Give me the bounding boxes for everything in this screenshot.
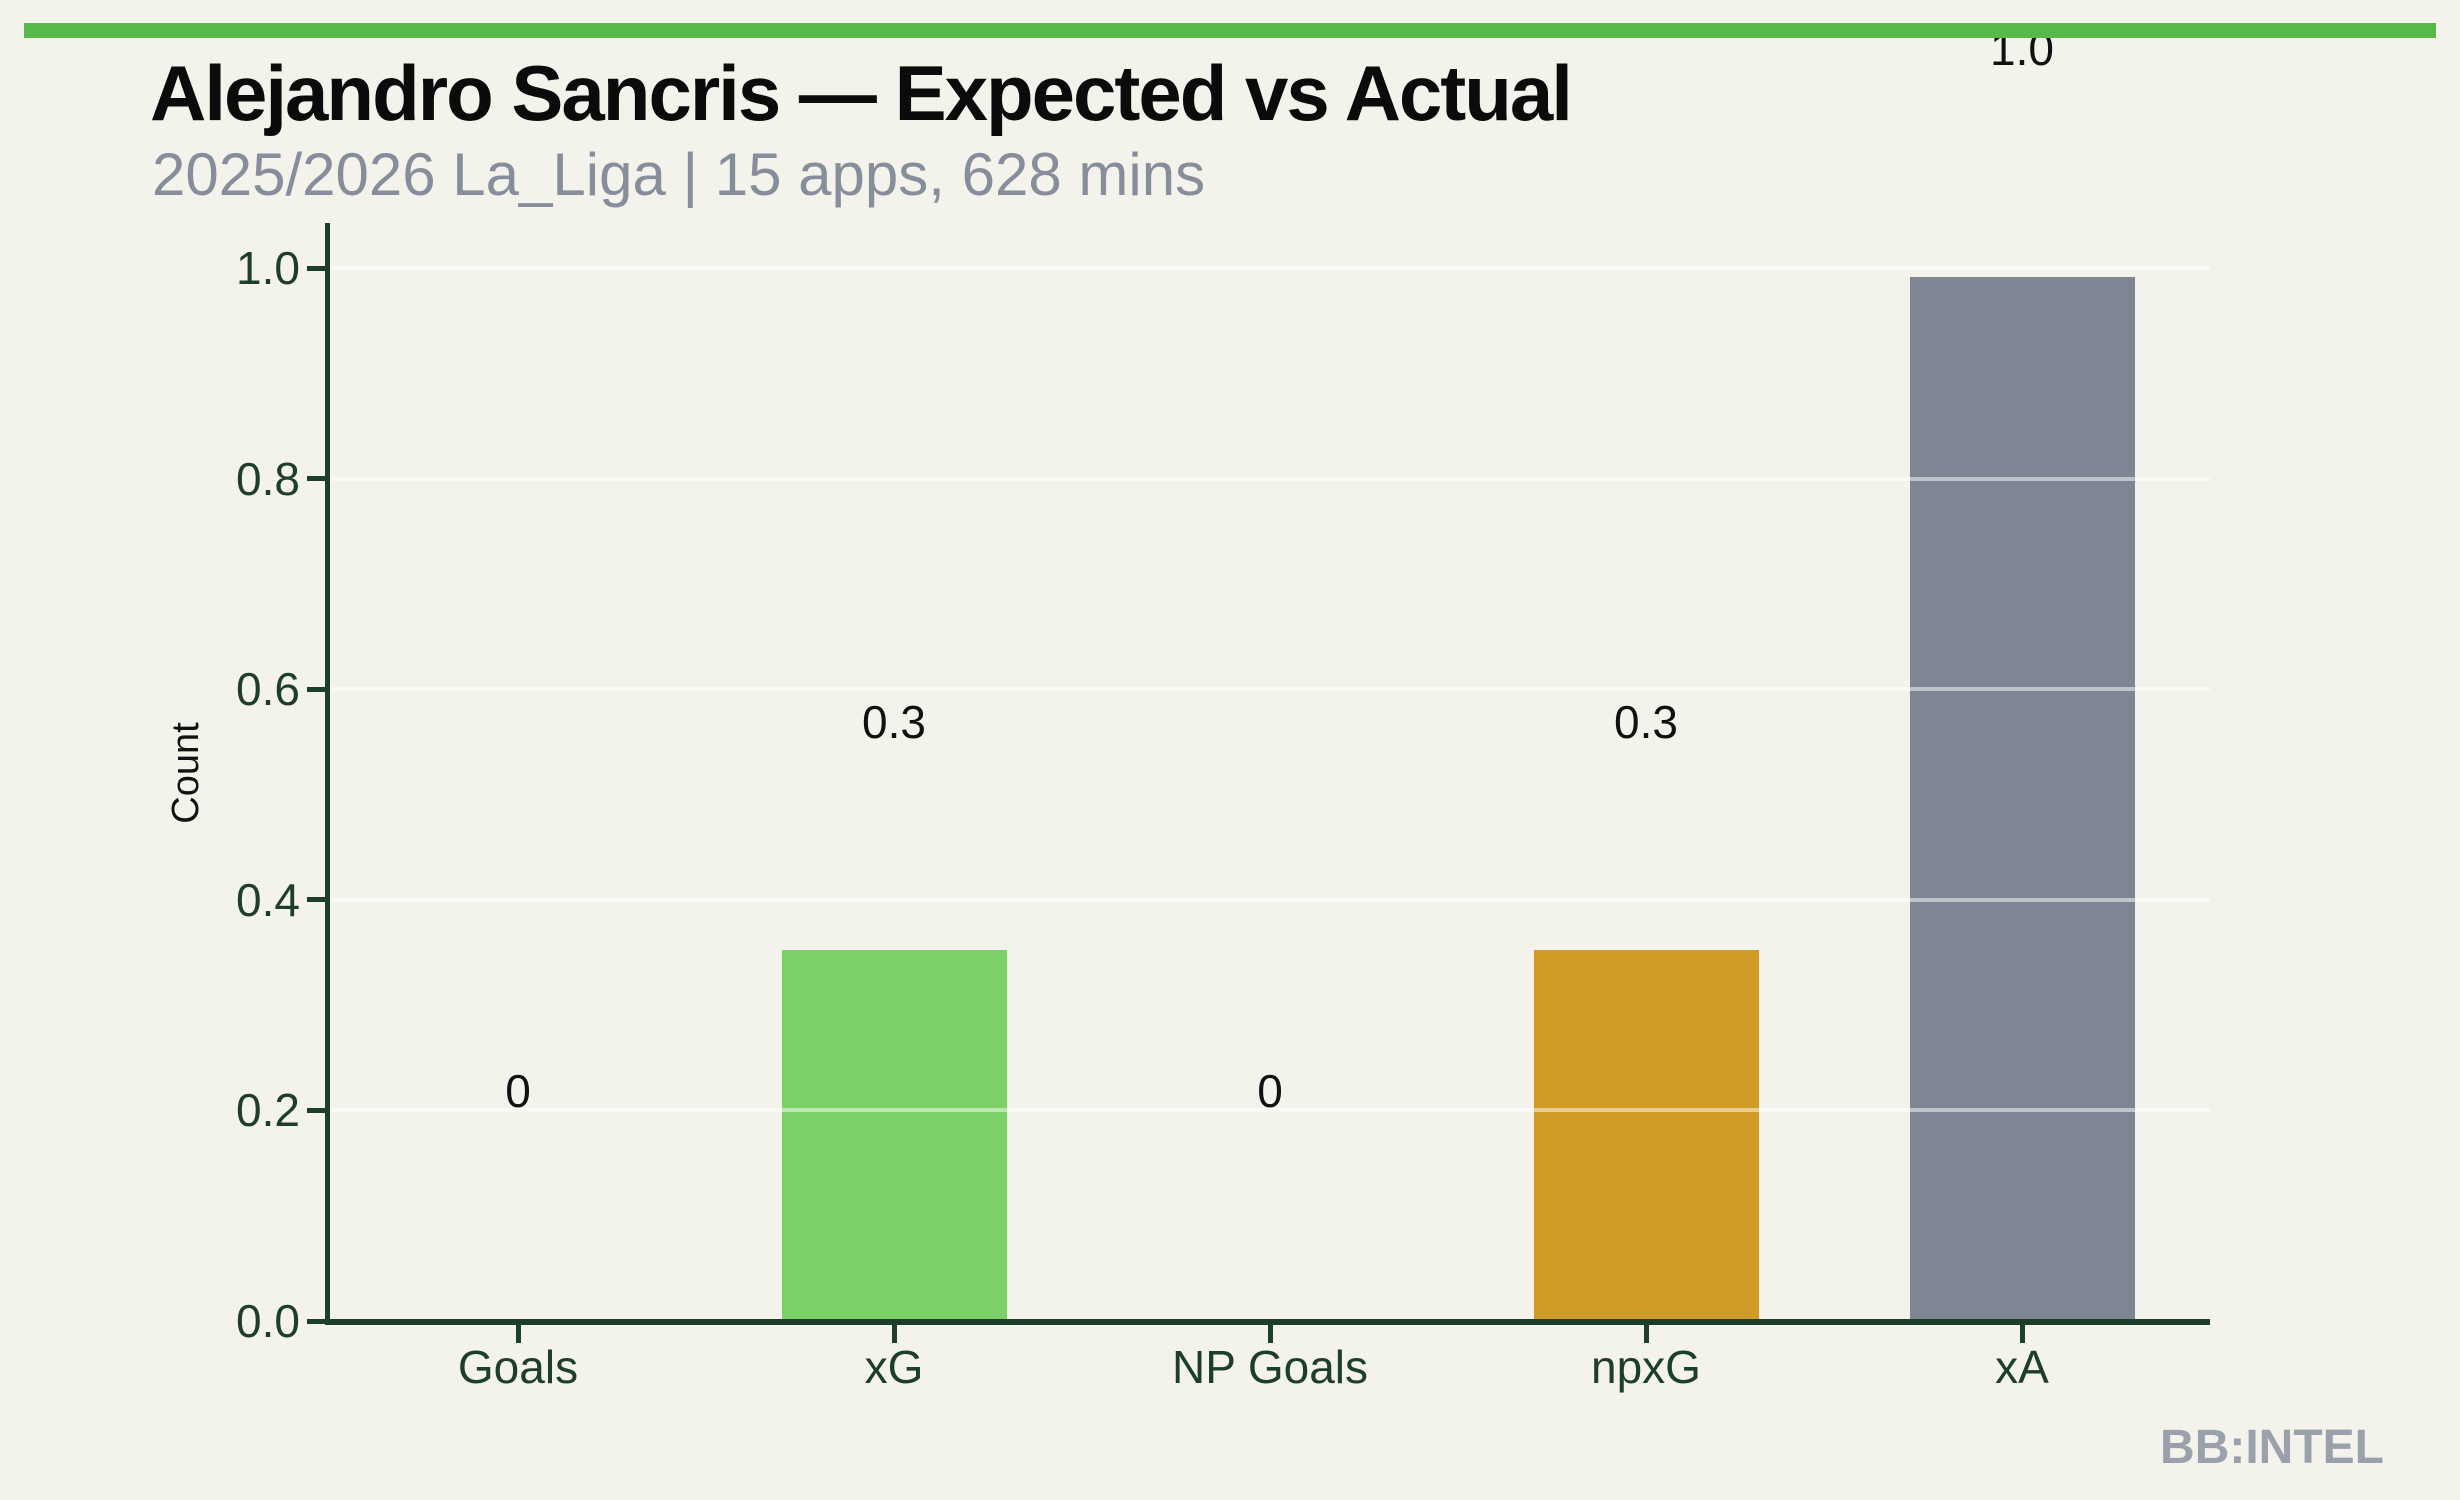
bar-xa — [1909, 276, 2135, 1319]
x-tick-label: npxG — [1591, 1341, 1701, 1393]
y-tick — [307, 1107, 325, 1113]
bar-value-label: 0 — [505, 1065, 531, 1117]
gridline — [330, 687, 2210, 692]
watermark: BB:INTEL — [2160, 1421, 2384, 1474]
y-tick-label: 0.8 — [236, 452, 300, 505]
bar-xg — [781, 950, 1007, 1319]
y-axis-spine — [325, 223, 330, 1325]
gridline — [330, 266, 2210, 270]
y-tick-label: 0.0 — [236, 1295, 300, 1347]
y-tick — [307, 265, 325, 271]
bar-value-label: 0.3 — [1614, 696, 1678, 749]
y-tick — [307, 1318, 325, 1324]
y-tick-label: 0.6 — [236, 663, 300, 716]
x-tick — [515, 1325, 521, 1343]
top-accent-stripe — [24, 23, 2436, 38]
y-tick — [307, 686, 325, 692]
gridline — [330, 476, 2210, 481]
chart-subtitle: 2025/2026 La_Liga | 15 apps, 628 mins — [152, 141, 1206, 208]
y-tick — [307, 897, 325, 903]
x-tick — [1267, 1325, 1273, 1343]
gridline — [330, 1108, 2210, 1113]
x-axis-spine — [325, 1319, 2210, 1325]
x-tick — [891, 1325, 897, 1343]
x-tick-label: xG — [864, 1341, 924, 1393]
bar-value-label: 0.3 — [862, 696, 926, 749]
x-tick-label: xA — [1995, 1341, 2049, 1393]
x-tick-label: NP Goals — [1171, 1341, 1369, 1393]
y-tick-label: 0.2 — [236, 1084, 300, 1137]
bar-npxg — [1533, 950, 1759, 1319]
x-tick-label: Goals — [457, 1341, 579, 1393]
y-tick-label: 0.4 — [236, 873, 300, 926]
bar-value-label: 0 — [1257, 1065, 1283, 1117]
x-tick — [2019, 1325, 2025, 1343]
y-tick — [307, 476, 325, 482]
chart-title: Alejandro Sancris — Expected vs Actual — [150, 49, 1573, 137]
gridline — [330, 897, 2210, 902]
y-tick-label: 1.0 — [236, 242, 300, 294]
x-tick — [1643, 1325, 1649, 1343]
